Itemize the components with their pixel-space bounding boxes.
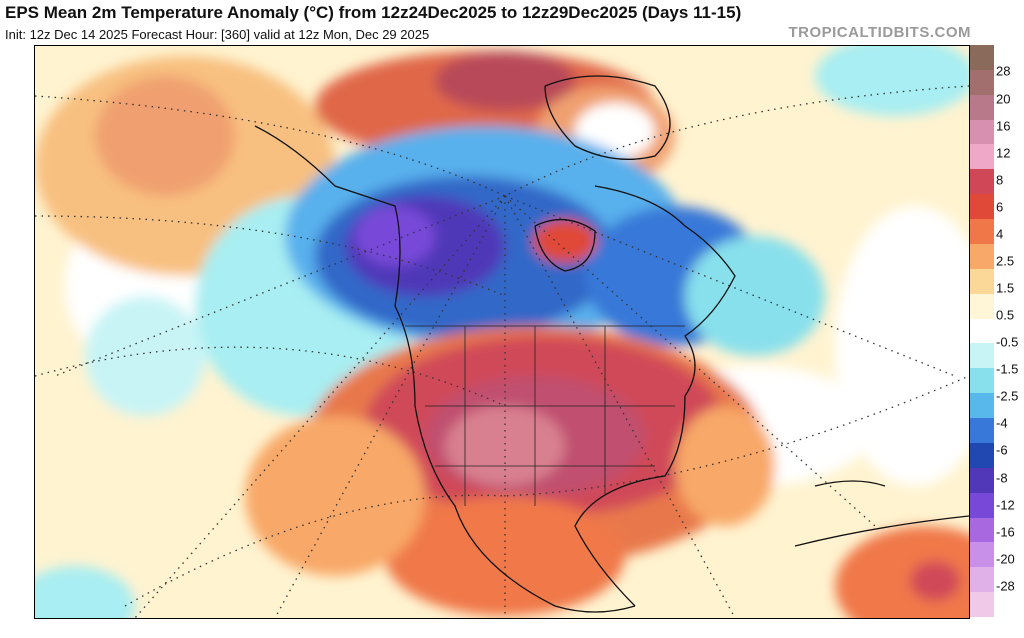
colorbar-tick-label: 20 bbox=[996, 91, 1011, 106]
map-title: EPS Mean 2m Temperature Anomaly (°C) fro… bbox=[5, 3, 742, 22]
colorbar-segment bbox=[970, 418, 994, 444]
colorbar-segment bbox=[970, 268, 994, 295]
colorbar-segment bbox=[970, 69, 994, 96]
colorbar-tick-label: -2.5 bbox=[996, 388, 1019, 404]
colorbar-segment bbox=[970, 368, 994, 394]
colorbar-segment bbox=[970, 542, 994, 568]
colorbar-tick-label: 28 bbox=[996, 63, 1011, 79]
colorbar-segment bbox=[970, 318, 994, 344]
brand-watermark: TROPICALTIDBITS.COM bbox=[788, 24, 971, 41]
colorbar-tick-label: -6 bbox=[996, 442, 1008, 458]
colorbar-tick-label: 0.5 bbox=[996, 307, 1015, 323]
colorbar-segment bbox=[970, 45, 994, 71]
anomaly-map bbox=[34, 45, 970, 619]
map-canvas bbox=[35, 46, 969, 618]
colorbar-segment bbox=[970, 467, 994, 494]
colorbar-segment bbox=[970, 492, 994, 518]
colorbar-segment bbox=[970, 567, 994, 593]
map-subtitle: Init: 12z Dec 14 2025 Forecast Hour: [36… bbox=[5, 27, 430, 42]
colorbar-segment bbox=[970, 144, 994, 170]
colorbar-segment bbox=[970, 243, 994, 270]
borders bbox=[405, 325, 685, 506]
colorbar-tick-label: 1.5 bbox=[996, 280, 1015, 296]
colorbar-segment bbox=[970, 293, 994, 320]
colorbar-tick-label: 12 bbox=[996, 145, 1011, 161]
colorbar-tick-label: -8 bbox=[996, 470, 1008, 486]
coastlines bbox=[254, 75, 969, 613]
colorbar-tick-label: -1.5 bbox=[996, 361, 1019, 377]
colorbar bbox=[970, 45, 994, 618]
colorbar-segment bbox=[970, 517, 994, 543]
colorbar-tick-label: -4 bbox=[996, 415, 1008, 431]
colorbar-segment bbox=[970, 343, 994, 369]
colorbar-tick-label: 6 bbox=[996, 199, 1004, 215]
colorbar-segment bbox=[970, 393, 994, 419]
colorbar-segment bbox=[970, 119, 994, 145]
colorbar-tick-label: 2.5 bbox=[996, 253, 1015, 269]
colorbar-tick-label: -20 bbox=[996, 551, 1015, 567]
colorbar-tick-label: 4 bbox=[996, 226, 1004, 242]
colorbar-segment bbox=[970, 94, 994, 121]
graticule bbox=[35, 85, 969, 618]
colorbar-tick-label: -0.5 bbox=[996, 334, 1019, 350]
colorbar-tick-label: -12 bbox=[996, 497, 1015, 513]
colorbar-segment bbox=[970, 194, 994, 220]
colorbar-segment bbox=[970, 219, 994, 245]
colorbar-tick-label: -16 bbox=[996, 524, 1015, 540]
colorbar-tick-label: 16 bbox=[996, 118, 1011, 134]
colorbar-tick-label: 8 bbox=[996, 172, 1004, 188]
colorbar-segment bbox=[970, 442, 994, 469]
colorbar-segment bbox=[970, 592, 994, 618]
colorbar-segment bbox=[970, 169, 994, 195]
colorbar-tick-label: -28 bbox=[996, 578, 1015, 594]
